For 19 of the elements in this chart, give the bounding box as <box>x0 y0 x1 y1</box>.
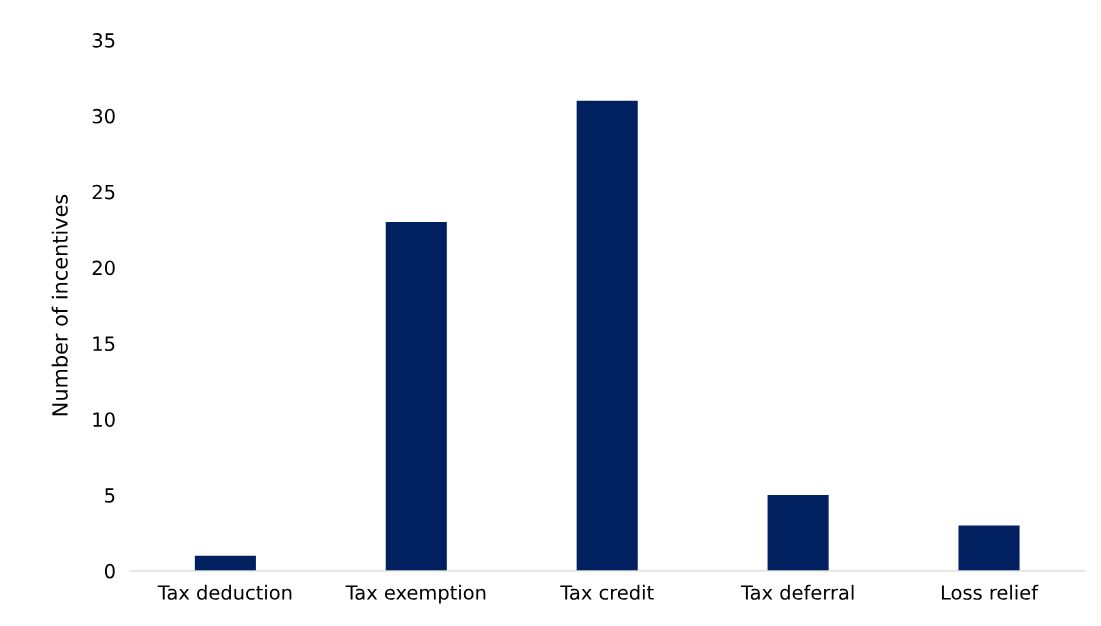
bar <box>194 555 256 571</box>
x-tick-label: Tax credit <box>560 584 654 600</box>
x-tick-label: Tax exemption <box>345 584 486 604</box>
y-tick-label: 15 <box>93 336 115 352</box>
y-tick-label: 25 <box>92 184 115 200</box>
y-tick-label: 10 <box>93 412 115 427</box>
y-tick-label: 30 <box>92 108 115 124</box>
bar <box>958 525 1020 571</box>
y-tick-label: 20 <box>92 260 115 276</box>
y-axis-title: Number of incentives <box>51 194 68 416</box>
x-tick-label: Tax deduction <box>157 584 292 600</box>
bar <box>385 222 447 571</box>
x-tick-label: Loss relief <box>941 584 1039 600</box>
y-tick-label: 0 <box>104 563 115 579</box>
y-tick-label: 5 <box>105 488 115 503</box>
bar <box>576 100 638 571</box>
x-tick-label: Tax deferral <box>740 584 854 600</box>
bar <box>767 495 829 571</box>
y-tick-label: 35 <box>92 33 115 48</box>
